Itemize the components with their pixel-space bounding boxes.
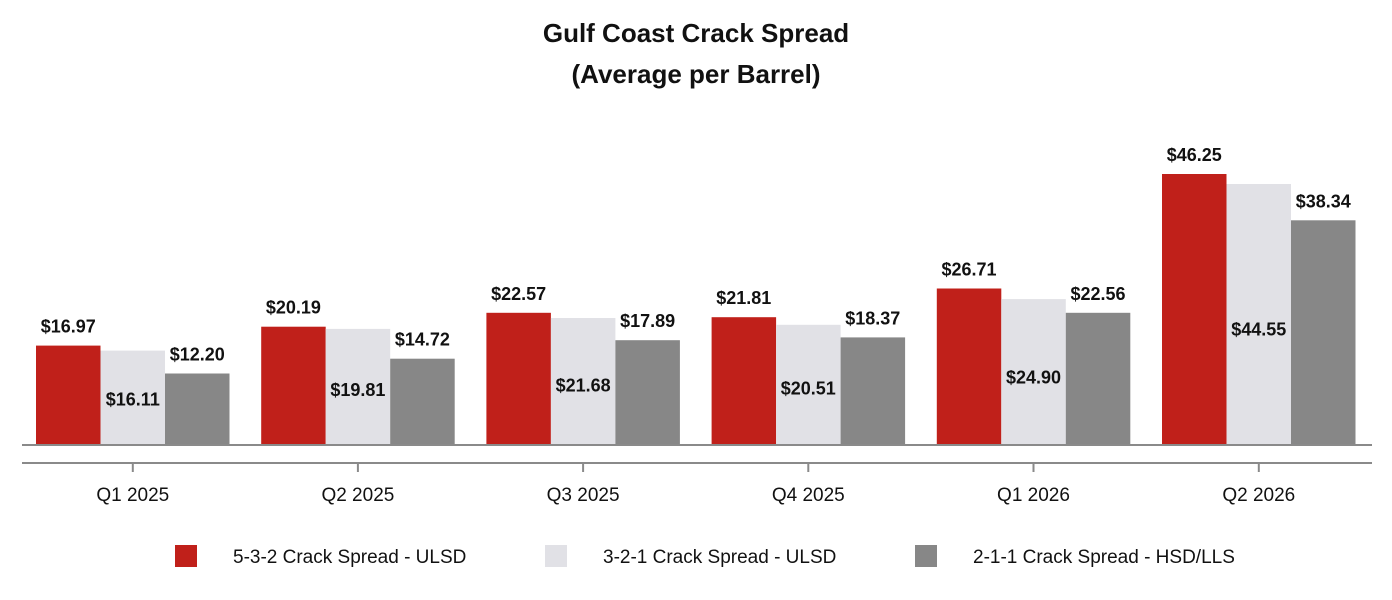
bar-labels-group: $16.97 $16.11 $12.20 $20.19 $19.81 $14.72 $22.… [41, 145, 1351, 409]
bar-label-series-2-cat-6: $44.55 [1231, 319, 1286, 339]
bar-series-2-cat-2 [325, 328, 391, 445]
legend-label-series-2: 3-2-1 Crack Spread - ULSD [603, 547, 836, 568]
bar-label-series-2-cat-5: $24.90 [1006, 368, 1061, 388]
bar-series-3-cat-5 [1065, 312, 1131, 445]
legend-swatch-series-1 [175, 545, 197, 567]
legend-label-series-1: 5-3-2 Crack Spread - ULSD [233, 547, 466, 568]
x-tick-label: Q1 2026 [997, 485, 1070, 506]
bar-series-3-cat-4 [840, 337, 906, 445]
bar-series-3-cat-1 [165, 373, 230, 445]
bar-series-1-cat-2 [261, 326, 326, 445]
bar-series-1-cat-4 [711, 317, 777, 445]
bar-label-series-3-cat-1: $12.20 [170, 345, 225, 365]
bar-series-2-cat-1 [100, 350, 165, 445]
bar-label-series-2-cat-2: $19.81 [330, 380, 385, 400]
bar-series-1-cat-3 [486, 312, 551, 445]
bar-label-series-2-cat-1: $16.11 [106, 389, 160, 409]
chart-subtitle: (Average per Barrel) [571, 59, 820, 89]
bar-series-2-cat-3 [550, 318, 616, 445]
bar-series-3-cat-2 [390, 358, 455, 445]
bar-series-3-cat-6 [1291, 220, 1356, 445]
bar-series-2-cat-6 [1226, 184, 1291, 445]
legend: 5-3-2 Crack Spread - ULSD 3-2-1 Crack Spr… [175, 545, 1235, 568]
bar-label-series-3-cat-3: $17.89 [620, 311, 675, 331]
x-tick-label: Q2 2025 [321, 485, 394, 506]
bar-label-series-2-cat-4: $20.51 [781, 379, 836, 399]
x-tick-label: Q3 2025 [547, 485, 620, 506]
bar-label-series-2-cat-3: $21.68 [556, 376, 611, 396]
bar-label-series-1-cat-4: $21.81 [716, 288, 771, 308]
bar-label-series-1-cat-5: $26.71 [941, 260, 996, 280]
x-ticks-group: Q1 2025 Q2 2025 Q3 2025 Q4 2025 Q1 2026 Q2 20… [96, 463, 1295, 506]
x-tick-label: Q4 2025 [772, 485, 845, 506]
legend-swatch-series-3 [915, 545, 937, 567]
chart-title: Gulf Coast Crack Spread [543, 18, 849, 48]
bar-label-series-3-cat-6: $38.34 [1296, 191, 1351, 211]
bar-label-series-1-cat-2: $20.19 [266, 298, 321, 318]
legend-swatch-series-2 [545, 545, 567, 567]
bar-label-series-1-cat-6: $46.25 [1167, 145, 1222, 165]
x-tick-label: Q1 2025 [96, 485, 169, 506]
bar-series-3-cat-3 [615, 340, 680, 445]
bar-label-series-1-cat-1: $16.97 [41, 317, 96, 337]
bars-group [36, 174, 1356, 445]
bar-series-1-cat-5 [936, 288, 1002, 445]
bar-series-1-cat-1 [36, 345, 101, 445]
bar-label-series-3-cat-2: $14.72 [395, 330, 450, 350]
x-tick-label: Q2 2026 [1222, 485, 1295, 506]
bar-series-2-cat-4 [776, 324, 841, 445]
legend-label-series-3: 2-1-1 Crack Spread - HSD/LLS [973, 547, 1235, 568]
bar-series-1-cat-6 [1162, 174, 1227, 445]
bar-label-series-1-cat-3: $22.57 [491, 284, 546, 304]
bar-label-series-3-cat-5: $22.56 [1070, 284, 1125, 304]
bar-series-2-cat-5 [1001, 299, 1066, 445]
bar-label-series-3-cat-4: $18.37 [845, 308, 900, 328]
